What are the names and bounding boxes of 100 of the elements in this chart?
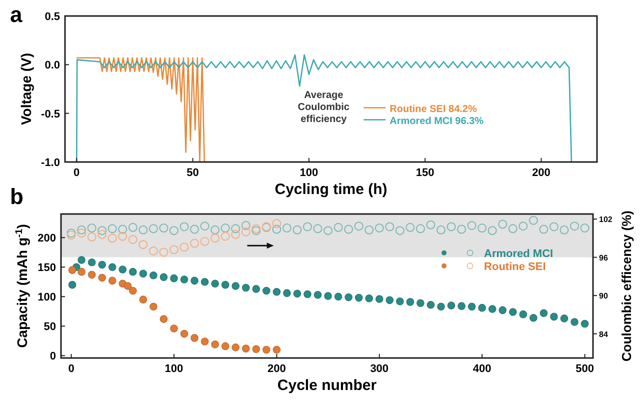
point <box>211 340 219 348</box>
point <box>160 273 168 282</box>
point <box>458 302 466 310</box>
point <box>88 258 96 266</box>
point <box>344 224 354 234</box>
point <box>169 226 178 236</box>
point <box>364 225 374 234</box>
point <box>78 268 86 276</box>
point <box>180 222 189 232</box>
point <box>426 300 435 309</box>
point <box>293 290 302 298</box>
point <box>98 274 106 282</box>
point <box>540 309 548 318</box>
point <box>467 220 476 230</box>
point <box>365 294 374 302</box>
point <box>128 234 138 244</box>
point <box>242 344 250 352</box>
point <box>437 302 445 311</box>
point <box>159 248 168 257</box>
point <box>170 274 178 282</box>
point <box>118 266 127 274</box>
point <box>138 240 148 250</box>
point <box>200 222 210 231</box>
point <box>148 246 158 256</box>
point <box>160 315 168 323</box>
point <box>169 245 178 254</box>
point <box>118 232 128 241</box>
point <box>283 289 291 297</box>
point <box>386 296 394 304</box>
chart-title: b <box>10 184 24 209</box>
point <box>406 222 415 232</box>
point <box>406 298 414 306</box>
point <box>159 224 168 233</box>
y2-axis-title: Coulombic efficency (%) <box>619 210 634 362</box>
point <box>324 226 333 236</box>
legend-label: Armored MCI 96.3% <box>390 116 484 127</box>
point <box>478 224 487 233</box>
point <box>220 232 230 241</box>
point <box>242 284 250 292</box>
y-axis-title: Voltage (V) <box>18 52 34 126</box>
point <box>210 225 220 234</box>
chart-title: a <box>10 2 23 27</box>
point <box>304 290 312 298</box>
point <box>128 268 137 276</box>
point <box>292 225 302 234</box>
point <box>488 226 497 236</box>
point <box>108 263 116 272</box>
point <box>282 224 292 233</box>
point <box>519 310 528 318</box>
point <box>252 285 260 293</box>
point <box>344 293 352 302</box>
point <box>150 271 158 280</box>
x-tick-label: 0 <box>74 167 80 179</box>
point <box>334 222 343 232</box>
point <box>87 224 96 233</box>
point <box>580 224 590 233</box>
y2-tick-label: 102 <box>599 215 613 224</box>
point <box>68 266 76 274</box>
point <box>488 305 496 313</box>
point <box>180 242 189 252</box>
point <box>498 220 508 229</box>
point <box>272 224 282 234</box>
legend-label: Routine SEI 84.2% <box>390 104 477 115</box>
point <box>98 260 106 269</box>
point <box>498 306 507 314</box>
point <box>354 222 364 231</box>
point <box>478 304 486 312</box>
point <box>98 226 107 236</box>
point <box>221 280 230 289</box>
point <box>468 302 476 311</box>
point <box>262 346 270 354</box>
y-tick-label: 50 <box>44 321 56 334</box>
point <box>396 297 404 306</box>
x-tick-label: 150 <box>416 167 434 179</box>
text: Routine SEI <box>484 260 546 273</box>
point <box>211 280 219 288</box>
y-tick-label: -0.5 <box>41 108 60 120</box>
x-tick-label: 100 <box>164 363 184 375</box>
point <box>139 296 148 304</box>
point <box>221 342 230 350</box>
point <box>570 318 578 326</box>
x-tick-label: 300 <box>370 363 389 375</box>
point <box>252 345 260 354</box>
point <box>232 343 240 352</box>
point <box>190 224 200 234</box>
y-tick-label: 0 <box>50 350 56 363</box>
point <box>180 330 188 338</box>
point <box>262 286 270 295</box>
y-tick-label: 150 <box>38 262 56 274</box>
point <box>210 234 220 243</box>
point <box>530 314 538 322</box>
legend-title: Average Coulombic efficiency <box>298 90 350 125</box>
point <box>518 222 528 231</box>
point <box>302 222 312 232</box>
point <box>190 276 198 285</box>
y-tick-label: -1.0 <box>41 157 60 169</box>
point <box>385 222 394 232</box>
line-series <box>76 54 572 163</box>
point <box>190 334 198 342</box>
point <box>416 224 425 234</box>
